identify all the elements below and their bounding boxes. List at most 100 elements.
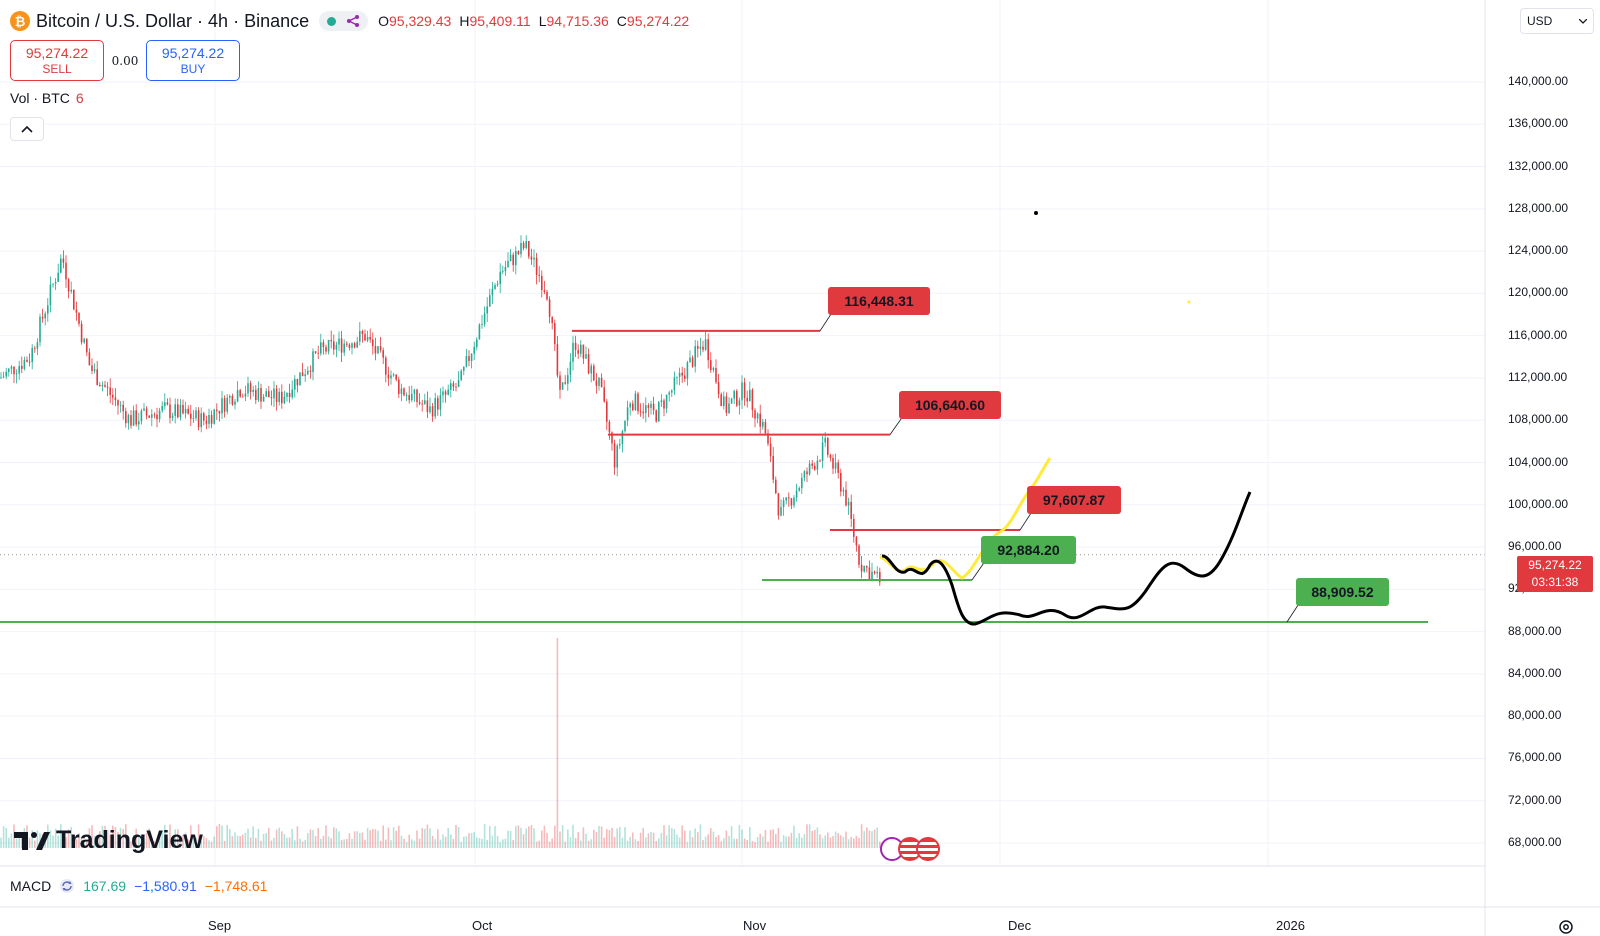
volume-bar bbox=[634, 839, 637, 848]
volume-bar bbox=[658, 838, 660, 848]
volume-legend[interactable]: Vol · BTC 6 bbox=[10, 90, 84, 106]
volume-bar bbox=[268, 827, 270, 848]
volume-bar bbox=[109, 834, 111, 848]
candle-body bbox=[283, 396, 286, 404]
volume-bar bbox=[743, 838, 746, 848]
candle-body bbox=[572, 342, 574, 362]
volume-bar bbox=[249, 837, 252, 848]
volume-bar bbox=[429, 828, 431, 848]
volume-bar bbox=[413, 840, 416, 848]
open-key: O bbox=[378, 13, 390, 29]
candle-body bbox=[322, 342, 325, 348]
candle-body bbox=[460, 370, 462, 381]
us-flag-event-icon[interactable] bbox=[916, 837, 940, 861]
volume-bar bbox=[278, 827, 280, 848]
symbol-title[interactable]: Bitcoin / U.S. Dollar · 4h · Binance bbox=[36, 10, 310, 31]
volume-bar bbox=[283, 833, 286, 848]
candle-body bbox=[663, 400, 665, 409]
market-status-pill[interactable] bbox=[319, 11, 369, 31]
drawn-levels[interactable] bbox=[0, 307, 1428, 623]
volume-bar bbox=[754, 841, 756, 848]
currency-select[interactable]: USD bbox=[1520, 8, 1594, 34]
candle-body bbox=[730, 398, 733, 404]
macd-legend[interactable]: MACD 167.69 −1,580.91 −1,748.61 bbox=[10, 878, 267, 894]
refresh-icon[interactable] bbox=[59, 878, 75, 894]
volume-bar bbox=[353, 831, 356, 848]
support-tag-88909[interactable]: 88,909.52 bbox=[1296, 578, 1389, 606]
candle-body bbox=[60, 258, 62, 273]
volume-bar bbox=[502, 839, 504, 848]
volume-bar bbox=[793, 825, 795, 848]
price-grid bbox=[0, 0, 1485, 866]
collapse-legend-button[interactable] bbox=[10, 117, 44, 141]
settings-gear-icon[interactable] bbox=[1557, 918, 1575, 936]
share-icon[interactable] bbox=[346, 14, 360, 28]
candle-body bbox=[463, 366, 465, 371]
price-axis-label: 132,000.00 bbox=[1508, 158, 1569, 173]
candle-body bbox=[450, 383, 452, 390]
volume-bar bbox=[244, 832, 247, 848]
volume-bar bbox=[80, 836, 83, 848]
volume-bar bbox=[691, 837, 694, 848]
candle-body bbox=[476, 339, 478, 347]
candle-body bbox=[281, 391, 283, 404]
candle-body bbox=[278, 391, 280, 402]
candle-body bbox=[585, 354, 587, 359]
candle-body bbox=[291, 389, 293, 398]
resistance-tag-116448[interactable]: 116,448.31 bbox=[828, 287, 930, 315]
volume-bar bbox=[463, 836, 465, 848]
tradingview-wordmark: TradingView bbox=[56, 826, 203, 854]
candle-body bbox=[808, 463, 811, 475]
candle-body bbox=[465, 356, 468, 367]
candle-body bbox=[78, 312, 80, 324]
volume-bar bbox=[751, 840, 754, 848]
economic-events[interactable] bbox=[880, 837, 940, 861]
price-axis-label: 96,000.00 bbox=[1508, 539, 1562, 554]
support-tag-92884[interactable]: 92,884.20 bbox=[981, 536, 1076, 564]
candle-body bbox=[426, 400, 429, 413]
candle-body bbox=[231, 395, 234, 405]
volume-bar bbox=[275, 829, 278, 848]
candle-body bbox=[819, 460, 821, 462]
candle-body bbox=[639, 411, 642, 413]
candle-body bbox=[398, 379, 400, 394]
volume-bar bbox=[655, 841, 657, 848]
candle-body bbox=[684, 375, 686, 379]
candle-body bbox=[582, 344, 585, 359]
candle-body bbox=[764, 421, 767, 434]
volume-bar bbox=[494, 826, 496, 848]
volume-bar bbox=[106, 829, 109, 848]
volume-bar bbox=[164, 824, 166, 848]
candle-body bbox=[470, 353, 473, 362]
volume-bar bbox=[143, 839, 145, 848]
candle-body bbox=[829, 454, 832, 458]
volume-bar bbox=[195, 837, 197, 848]
candle-body bbox=[502, 270, 504, 272]
candle-body bbox=[442, 391, 444, 396]
volume-bar bbox=[325, 825, 327, 848]
volume-bar bbox=[122, 829, 124, 848]
volume-bar bbox=[0, 837, 2, 848]
annotation-label: 116,448.31 bbox=[844, 293, 914, 309]
volume-bar bbox=[200, 841, 202, 848]
buy-button[interactable]: 95,274.22 BUY bbox=[146, 40, 240, 81]
sell-button[interactable]: 95,274.22 SELL bbox=[10, 40, 104, 81]
volume-bar bbox=[366, 827, 369, 848]
volume-bar bbox=[387, 827, 390, 848]
volume-bar bbox=[62, 833, 65, 848]
low-value: 94,715.36 bbox=[546, 13, 609, 29]
resistance-tag-106640[interactable]: 106,640.60 bbox=[899, 391, 1001, 419]
tradingview-logo[interactable]: TradingView bbox=[14, 826, 203, 855]
candle-body bbox=[515, 251, 517, 266]
volume-bar bbox=[582, 827, 585, 848]
volume-bar bbox=[31, 830, 33, 848]
candle-body bbox=[21, 365, 23, 369]
volume-bar bbox=[873, 829, 876, 848]
price-axis-label: 104,000.00 bbox=[1508, 454, 1569, 469]
volume-bar bbox=[158, 837, 161, 848]
resistance-tag-97607[interactable]: 97,607.87 bbox=[1027, 486, 1121, 514]
volume-bar bbox=[70, 827, 72, 848]
candle-body bbox=[395, 374, 397, 380]
candle-body bbox=[333, 341, 335, 350]
